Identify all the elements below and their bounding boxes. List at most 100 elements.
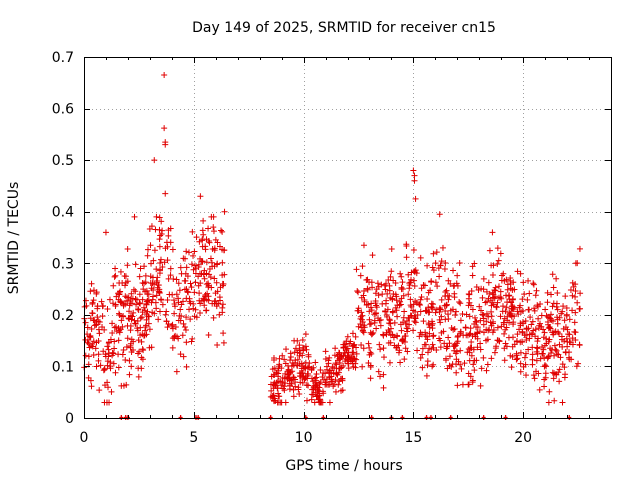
data-point <box>426 309 433 316</box>
data-point <box>109 352 116 359</box>
data-point <box>426 330 433 337</box>
data-point <box>165 232 172 239</box>
data-point <box>367 349 374 356</box>
data-point <box>429 305 436 312</box>
data-point <box>530 280 537 287</box>
data-point <box>365 359 372 366</box>
data-point <box>401 308 408 315</box>
data-point <box>480 286 487 293</box>
data-point <box>315 387 322 394</box>
data-point <box>116 311 123 318</box>
data-point <box>380 354 387 361</box>
data-point <box>427 287 434 294</box>
data-point <box>414 347 421 354</box>
data-point <box>96 318 103 325</box>
data-point <box>572 336 579 343</box>
data-point <box>290 393 297 400</box>
data-point <box>217 284 224 291</box>
data-point <box>430 361 437 368</box>
data-point <box>441 302 448 309</box>
data-point <box>282 380 289 387</box>
data-point <box>135 305 142 312</box>
data-point <box>369 284 376 291</box>
data-point <box>308 365 315 372</box>
data-point <box>519 319 526 326</box>
data-point <box>436 316 443 323</box>
data-point-peak <box>197 193 204 200</box>
data-point <box>90 352 97 359</box>
data-point <box>417 308 424 315</box>
data-point <box>220 330 227 337</box>
data-point <box>484 336 491 343</box>
data-point <box>380 384 387 391</box>
data-point <box>404 348 411 355</box>
data-point <box>533 357 540 364</box>
data-point <box>465 302 472 309</box>
data-point <box>338 387 345 394</box>
data-point <box>542 370 549 377</box>
data-point <box>420 318 427 325</box>
data-point <box>182 255 189 262</box>
data-point <box>507 352 514 359</box>
data-point <box>517 360 524 367</box>
data-point <box>530 327 537 334</box>
data-point-peak <box>412 195 419 202</box>
data-point <box>96 387 103 394</box>
zero-value-marker <box>119 415 124 420</box>
data-point <box>541 362 548 369</box>
data-point <box>519 296 526 303</box>
data-point <box>138 338 145 345</box>
data-point <box>457 328 464 335</box>
zero-value-marker <box>321 415 326 420</box>
data-point <box>428 278 435 285</box>
y-tick-label: 0.5 <box>52 153 74 169</box>
data-point <box>403 242 410 249</box>
data-point <box>167 272 174 279</box>
data-point <box>210 314 217 321</box>
data-point <box>270 392 277 399</box>
data-point <box>407 296 414 303</box>
data-point <box>445 334 452 341</box>
data-point <box>386 320 393 327</box>
data-point <box>326 399 333 406</box>
data-point <box>502 326 509 333</box>
data-point <box>413 299 420 306</box>
data-point <box>469 306 476 313</box>
data-point <box>480 329 487 336</box>
data-point <box>217 297 224 304</box>
data-point <box>171 310 178 317</box>
data-point <box>333 365 340 372</box>
data-point <box>529 344 536 351</box>
data-point <box>514 355 521 362</box>
data-point <box>279 352 286 359</box>
data-point <box>547 345 554 352</box>
data-point <box>494 299 501 306</box>
data-point <box>199 227 206 234</box>
data-point <box>548 291 555 298</box>
data-point <box>151 247 158 254</box>
data-point <box>410 246 417 253</box>
data-point <box>305 371 312 378</box>
data-point <box>357 272 364 279</box>
data-point <box>549 271 556 278</box>
data-point <box>549 369 556 376</box>
data-point <box>313 379 320 386</box>
data-point <box>201 296 208 303</box>
data-point <box>148 260 155 267</box>
data-point <box>562 324 569 331</box>
data-point <box>419 351 426 358</box>
data-point <box>490 262 497 269</box>
data-point <box>201 267 208 274</box>
data-point <box>358 309 365 316</box>
data-point <box>394 333 401 340</box>
data-point <box>116 289 123 296</box>
data-point <box>110 300 117 307</box>
data-point <box>363 301 370 308</box>
data-point <box>442 260 449 267</box>
data-point <box>510 319 517 326</box>
data-point <box>373 302 380 309</box>
data-point <box>219 228 226 235</box>
data-point <box>140 347 147 354</box>
data-point <box>534 338 541 345</box>
zero-value-marker <box>428 415 433 420</box>
